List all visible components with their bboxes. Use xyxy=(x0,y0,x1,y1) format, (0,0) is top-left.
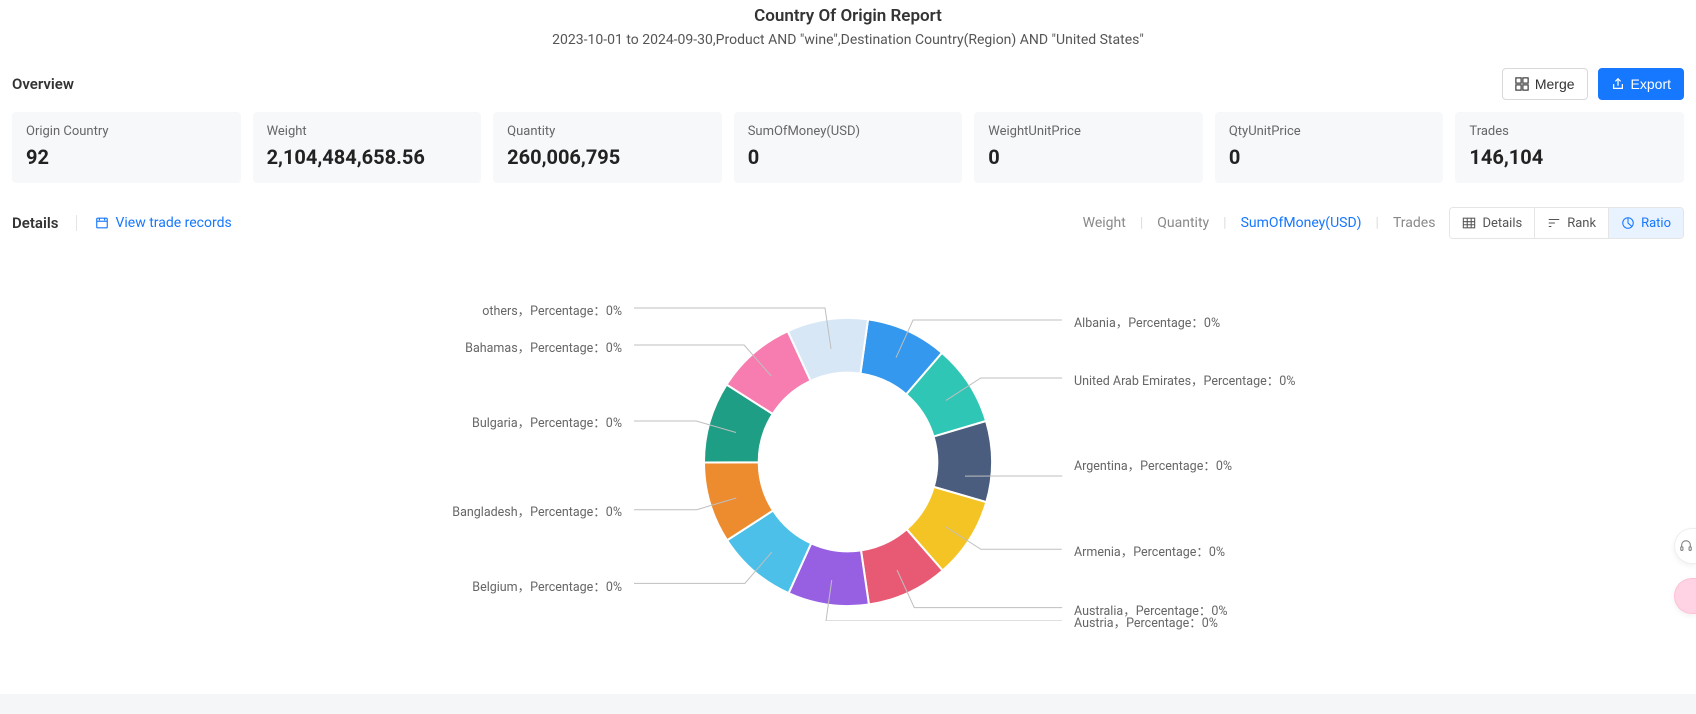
page-title: Country Of Origin Report xyxy=(0,6,1696,26)
stat-card: Weight 2,104,484,658.56 xyxy=(253,112,482,183)
chart-slice-label: Belgium，Percentage：0% xyxy=(472,576,622,595)
headset-icon xyxy=(1679,539,1693,553)
stats-grid: Origin Country 92 Weight 2,104,484,658.56 Qu… xyxy=(0,108,1696,183)
stat-label: Quantity xyxy=(507,124,708,139)
chart-slice-label: Bahamas，Percentage：0% xyxy=(465,337,622,356)
chart-slice-label: Armenia，Percentage：0% xyxy=(1074,541,1225,560)
stat-card: QtyUnitPrice 0 xyxy=(1215,112,1444,183)
view-trade-records-link[interactable]: View trade records xyxy=(95,215,231,231)
rank-icon xyxy=(1547,216,1561,230)
donut-chart: Albania，Percentage：0% United Arab Emirate… xyxy=(0,249,1696,679)
stat-label: SumOfMoney(USD) xyxy=(748,124,949,139)
chart-slice-label: Austria，Percentage：0% xyxy=(1074,612,1218,631)
stat-value: 146,104 xyxy=(1469,145,1670,169)
view-details-button[interactable]: Details xyxy=(1450,208,1534,238)
view-rank-button[interactable]: Rank xyxy=(1534,208,1608,238)
chart-slice-label: United Arab Emirates，Percentage：0% xyxy=(1074,370,1295,389)
stat-value: 0 xyxy=(1229,145,1430,169)
stat-card: Trades 146,104 xyxy=(1455,112,1684,183)
export-button-label: Export xyxy=(1631,76,1671,92)
stat-card: Quantity 260,006,795 xyxy=(493,112,722,183)
divider: | xyxy=(1376,215,1379,231)
view-segment: Details Rank Ratio xyxy=(1449,207,1684,239)
records-icon xyxy=(95,216,109,230)
stat-card: Origin Country 92 xyxy=(12,112,241,183)
measure-tab-quantity[interactable]: Quantity xyxy=(1157,215,1209,231)
measure-tab-trades[interactable]: Trades xyxy=(1393,215,1435,231)
pie-icon xyxy=(1621,216,1635,230)
details-heading: Details xyxy=(12,214,58,232)
divider: | xyxy=(1140,215,1143,231)
view-trade-records-label: View trade records xyxy=(115,215,231,231)
stat-label: Weight xyxy=(267,124,468,139)
merge-icon xyxy=(1515,77,1529,91)
stat-value: 0 xyxy=(748,145,949,169)
footer-strip xyxy=(0,694,1696,714)
chart-slice-label: Bulgaria，Percentage：0% xyxy=(472,412,622,431)
measure-tab-sum[interactable]: SumOfMoney(USD) xyxy=(1241,215,1362,231)
stat-label: Trades xyxy=(1469,124,1670,139)
stat-value: 92 xyxy=(26,145,227,169)
chart-slice-label: Bangladesh，Percentage：0% xyxy=(452,501,622,520)
view-details-label: Details xyxy=(1482,216,1522,231)
stat-label: QtyUnitPrice xyxy=(1229,124,1430,139)
stat-value: 2,104,484,658.56 xyxy=(267,145,468,169)
stat-card: WeightUnitPrice 0 xyxy=(974,112,1203,183)
measure-tab-weight[interactable]: Weight xyxy=(1083,215,1126,231)
export-icon xyxy=(1611,77,1625,91)
divider xyxy=(76,215,77,231)
export-button[interactable]: Export xyxy=(1598,68,1684,100)
chart-slice-label: Argentina，Percentage：0% xyxy=(1074,455,1232,474)
stat-card: SumOfMoney(USD) 0 xyxy=(734,112,963,183)
divider: | xyxy=(1223,215,1226,231)
view-ratio-button[interactable]: Ratio xyxy=(1608,208,1683,238)
view-ratio-label: Ratio xyxy=(1641,216,1671,231)
chart-slice-label: Albania，Percentage：0% xyxy=(1074,312,1220,331)
stat-value: 0 xyxy=(988,145,1189,169)
stat-label: WeightUnitPrice xyxy=(988,124,1189,139)
chart-slice-label: others，Percentage：0% xyxy=(482,300,622,319)
table-icon xyxy=(1462,216,1476,230)
stat-label: Origin Country xyxy=(26,124,227,139)
merge-button-label: Merge xyxy=(1535,76,1575,92)
stat-value: 260,006,795 xyxy=(507,145,708,169)
merge-button[interactable]: Merge xyxy=(1502,68,1588,100)
view-rank-label: Rank xyxy=(1567,216,1596,231)
measure-tabs: Weight | Quantity | SumOfMoney(USD) | Tr… xyxy=(1083,215,1436,231)
page-subtitle: 2023-10-01 to 2024-09-30,Product AND "wi… xyxy=(0,32,1696,48)
overview-heading: Overview xyxy=(12,75,74,93)
